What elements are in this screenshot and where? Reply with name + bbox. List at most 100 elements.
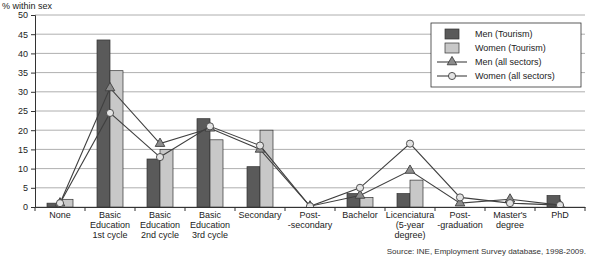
y-tick: 45	[18, 30, 35, 40]
line-series	[56, 109, 563, 207]
y-tick-mark	[31, 34, 35, 35]
x-tick: None	[49, 207, 71, 220]
y-axis-line	[31, 16, 36, 208]
marker	[256, 142, 263, 149]
x-tick: BasicEducation1st cycle	[90, 207, 130, 240]
marker	[555, 200, 565, 207]
marker	[456, 194, 463, 201]
y-tick-label: 5	[23, 183, 28, 193]
legend-swatch	[445, 29, 459, 39]
y-tick-mark	[31, 15, 35, 16]
legend-marker	[447, 56, 457, 64]
category-separators	[35, 207, 585, 211]
category-separator	[335, 207, 336, 211]
x-tick: Bachelor	[342, 207, 378, 220]
y-tick-label: 10	[18, 164, 28, 174]
bar	[147, 159, 160, 207]
y-tick-label: 40	[18, 49, 28, 59]
category-separator	[285, 207, 286, 211]
y-tick: 35	[18, 68, 35, 78]
legend-label: Men (all sectors)	[475, 57, 542, 67]
grid	[35, 15, 585, 207]
x-tick: Master'sdegree	[493, 207, 527, 230]
bar	[410, 180, 423, 207]
category-separator	[535, 207, 536, 211]
marker	[155, 138, 165, 146]
y-tick-mark	[31, 92, 35, 93]
x-axis-line	[36, 207, 586, 208]
x-tick-label: Post--secondary	[288, 210, 333, 230]
y-tick-label: 35	[18, 68, 28, 78]
marker	[556, 202, 563, 207]
marker	[506, 200, 513, 207]
x-tick-label: None	[49, 210, 71, 220]
y-tick: 0	[23, 202, 35, 212]
y-tick-mark	[31, 149, 35, 150]
y-tick: 20	[18, 126, 35, 136]
bar	[397, 194, 410, 207]
legend-item: Women (all sectors)	[437, 71, 555, 81]
y-tick-label: 20	[18, 126, 28, 136]
legend: Men (Tourism) Women (Tourism) Men (all sec…	[431, 23, 581, 87]
line	[60, 88, 560, 206]
x-tick-label: BasicEducation3rd cycle	[190, 210, 230, 240]
x-tick-label: Post--graduation	[437, 210, 483, 230]
marker	[405, 165, 415, 173]
category-separator	[135, 207, 136, 211]
category-separator	[485, 207, 486, 211]
y-tick-label: 15	[18, 145, 28, 155]
bar	[97, 40, 110, 207]
x-tick: Post--graduation	[437, 207, 483, 230]
y-tick: 40	[18, 49, 35, 59]
x-tick-label: Bachelor	[342, 210, 378, 220]
legend-label: Men (Tourism)	[475, 29, 533, 39]
marker	[55, 198, 65, 206]
y-tick: 5	[23, 183, 35, 193]
x-tick-label: BasicEducation1st cycle	[90, 210, 130, 240]
marker	[156, 154, 163, 161]
marker	[205, 123, 215, 131]
x-tick: Post--secondary	[288, 207, 333, 230]
y-tick-mark	[31, 111, 35, 112]
marker	[206, 123, 213, 130]
x-tick: BasicEducation3rd cycle	[190, 207, 230, 240]
x-tick: Licenciatura(5-yeardegree)	[386, 207, 435, 240]
legend-marker	[448, 72, 455, 79]
marker	[306, 203, 313, 207]
legend-label: Women (all sectors)	[475, 71, 555, 81]
y-tick-mark	[31, 73, 35, 74]
y-axis-title: % within sex	[2, 1, 53, 11]
marker	[106, 109, 113, 116]
y-tick-label: 30	[18, 87, 28, 97]
y-tick: 30	[18, 87, 35, 97]
x-tick: BasicEducation2nd cycle	[140, 207, 180, 240]
category-separator	[435, 207, 436, 211]
category-separator	[585, 207, 586, 211]
y-tick-label: 0	[23, 202, 28, 212]
category-separator	[85, 207, 86, 211]
y-tick-mark	[31, 130, 35, 131]
plot-area: 0 5 10 15 20 25 30 35 40 45 50 None BasicEducation1s…	[18, 10, 586, 240]
marker	[105, 82, 115, 90]
x-tick: Secondary	[238, 207, 282, 220]
y-tick: 50	[18, 10, 35, 20]
x-tick-label: BasicEducation2nd cycle	[140, 210, 180, 240]
legend-swatch	[445, 43, 459, 53]
category-separator	[185, 207, 186, 211]
bar	[260, 130, 273, 207]
x-axis: None BasicEducation1st cycle BasicEducatio…	[35, 207, 586, 240]
marker	[406, 140, 413, 147]
x-tick: PhD	[551, 207, 569, 220]
y-tick-mark	[31, 207, 35, 208]
legend-label: Women (Tourism)	[475, 43, 546, 53]
y-tick: 25	[18, 106, 35, 116]
y-tick: 15	[18, 145, 35, 155]
line	[60, 113, 560, 206]
y-tick-mark	[31, 53, 35, 54]
line-series	[55, 82, 565, 207]
y-tick-label: 45	[18, 30, 28, 40]
y-tick-label: 50	[18, 10, 28, 20]
y-tick: 10	[18, 164, 35, 174]
chart: 0 5 10 15 20 25 30 35 40 45 50 None BasicEducation1s…	[0, 0, 590, 257]
marker	[56, 200, 63, 207]
